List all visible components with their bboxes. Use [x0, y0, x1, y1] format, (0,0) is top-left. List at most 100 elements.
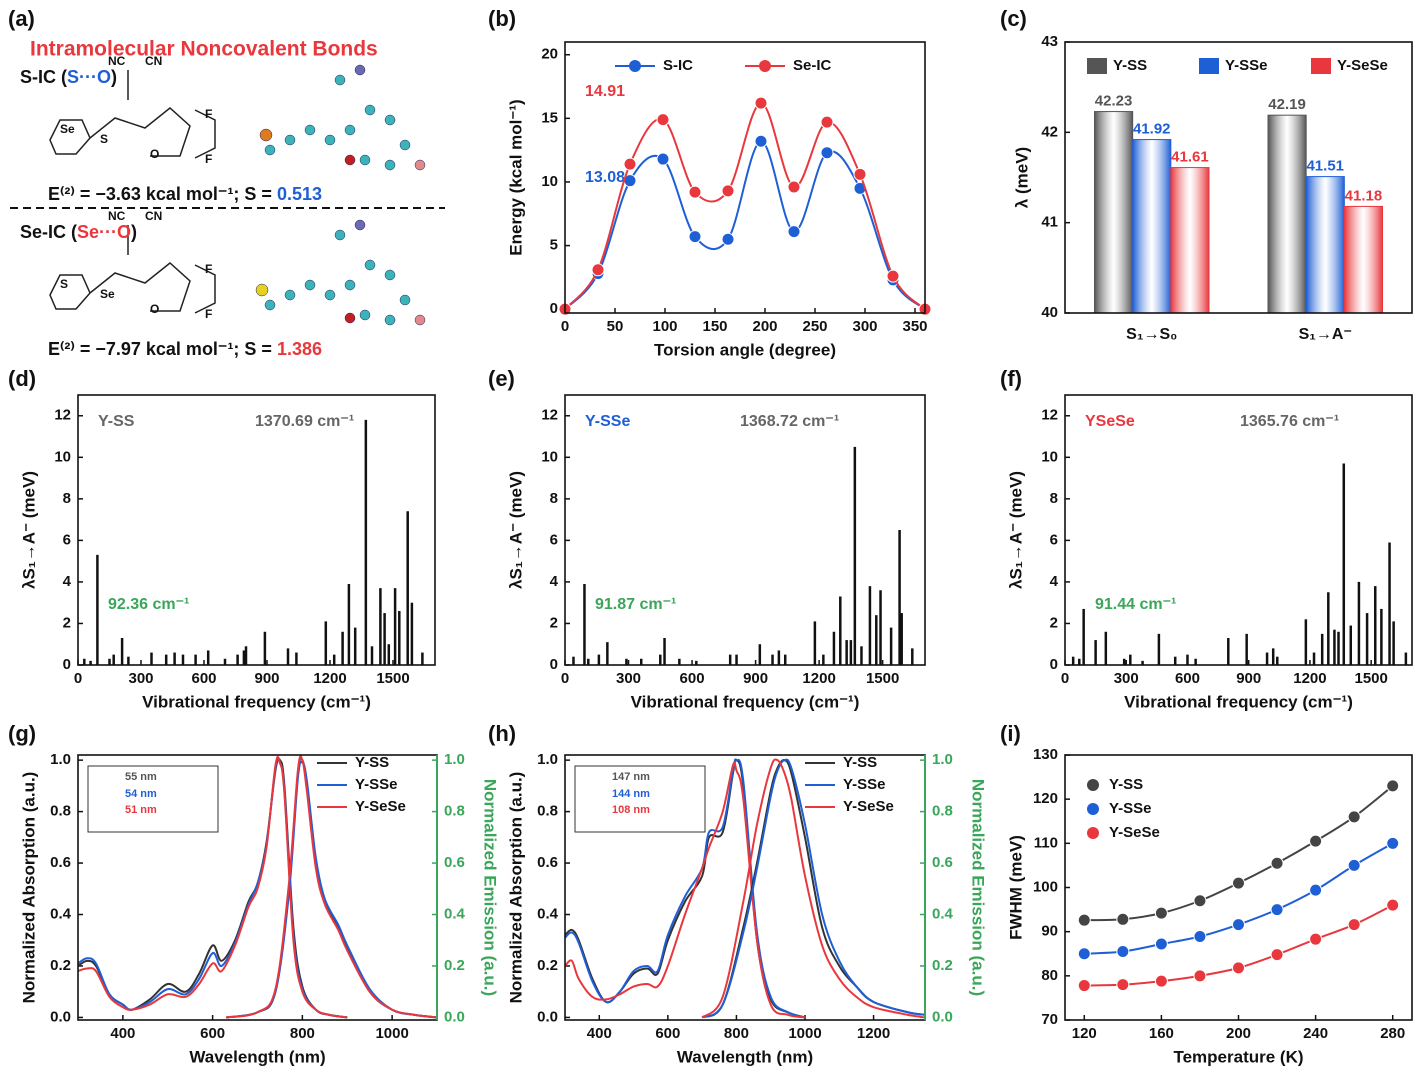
x-tick-label: 350	[902, 318, 927, 335]
bar	[1267, 114, 1307, 314]
annotation: 54 nm	[125, 788, 157, 800]
marker	[1116, 978, 1130, 992]
x-tick-label: 900	[254, 670, 279, 687]
marker	[1386, 898, 1400, 912]
annotation: 91.44 cm⁻¹	[1095, 596, 1176, 613]
marker	[1347, 918, 1361, 932]
y-tick-label: 0	[63, 656, 71, 673]
annotation: 147 nm	[612, 771, 650, 783]
x-axis-label: Vibrational frequency (cm⁻¹)	[631, 692, 860, 711]
panel-label: (b)	[488, 6, 516, 31]
legend-label: Y-SS	[355, 754, 389, 771]
legend-label: Y-SeSe	[355, 798, 406, 815]
text-part: )	[131, 222, 137, 242]
y-tick-label: 41	[1041, 214, 1058, 231]
x-tick-label: 1200	[1293, 670, 1326, 687]
legend-swatch	[1311, 58, 1331, 74]
bar	[1170, 167, 1210, 314]
atom-label: NC	[108, 54, 126, 68]
panel-label: (c)	[1000, 6, 1027, 31]
legend-marker	[1087, 827, 1099, 839]
x-tick-label: 1200	[313, 670, 346, 687]
marker	[1309, 883, 1323, 897]
y-tick-label: 0	[550, 656, 558, 673]
y-tick-label: 6	[550, 531, 558, 548]
marker	[1386, 836, 1400, 850]
y-tick-label: 100	[1033, 878, 1058, 895]
marker	[1347, 858, 1361, 872]
x-tick-label: 1000	[375, 1025, 408, 1042]
annotation: 144 nm	[612, 788, 650, 800]
x-tick-label: S₁→S₀	[1126, 326, 1177, 343]
y2-tick-label: 0.4	[932, 905, 954, 922]
y-tick-label: 20	[541, 46, 558, 63]
y-tick-label: 4	[1050, 573, 1059, 590]
marker	[1270, 903, 1284, 917]
marker	[820, 115, 834, 129]
y-axis-label: Normalized Absorption (a.u.)	[19, 772, 38, 1004]
marker	[1077, 979, 1091, 993]
legend-label: Y-SeSe	[1109, 824, 1160, 841]
legend-label: Y-SeSe	[1337, 57, 1388, 74]
x-tick-label: 400	[587, 1025, 612, 1042]
annotation: 1368.72 cm⁻¹	[740, 413, 839, 430]
text-part: E⁽²⁾ = −3.63 kcal mol⁻¹; S =	[48, 184, 277, 204]
panel-label: (d)	[8, 366, 36, 391]
y-tick-label: 70	[1041, 1011, 1058, 1028]
atom-label: Se	[100, 287, 115, 301]
y-tick-label: 1.0	[537, 751, 558, 768]
legend-swatch	[1087, 58, 1107, 74]
legend-marker	[759, 60, 771, 72]
marker	[623, 157, 637, 171]
y-tick-label: 1.0	[50, 751, 71, 768]
text-part: E⁽²⁾ = −7.97 kcal mol⁻¹; S =	[48, 339, 277, 359]
legend-label: Y-SS	[1109, 776, 1143, 793]
marker	[1309, 932, 1323, 946]
y-tick-label: 8	[550, 490, 558, 507]
y-tick-label: 110	[1034, 834, 1058, 851]
x-tick-label: 300	[128, 670, 153, 687]
atom-label: F	[205, 262, 212, 276]
y2-tick-label: 0.6	[932, 854, 953, 871]
y-axis-label: Energy (kcal mol⁻¹)	[506, 99, 525, 255]
annotation: 91.87 cm⁻¹	[595, 596, 676, 613]
x-tick-label: 600	[1175, 670, 1200, 687]
series-line	[77, 755, 348, 1019]
y-tick-label: 0.6	[50, 854, 71, 871]
atom-label: CN	[145, 54, 162, 68]
legend-label: S-IC	[663, 57, 693, 74]
y2-tick-label: 0.2	[932, 957, 953, 974]
x-tick-label: 200	[752, 318, 777, 335]
atom-label: S	[60, 277, 68, 291]
y2-tick-label: 0.6	[444, 854, 465, 871]
y-tick-label: 90	[1041, 923, 1058, 940]
y2-axis-label: Normalized Emission (a.u.)	[969, 779, 988, 996]
y-tick-label: 0.0	[537, 1008, 558, 1025]
marker	[1193, 894, 1207, 908]
text-part: 0.513	[277, 184, 322, 204]
annotation: YSeSe	[1085, 413, 1135, 430]
x-tick-label: S₁→A⁻	[1299, 326, 1352, 343]
y-tick-label: 12	[1041, 407, 1058, 424]
molecule-2d	[49, 70, 216, 314]
y-tick-label: 15	[541, 109, 558, 126]
marker	[1270, 948, 1284, 962]
y-tick-label: 0.2	[537, 957, 558, 974]
y-tick-label: 0.4	[50, 905, 72, 922]
annotation: 108 nm	[612, 804, 650, 816]
value-label: 42.23	[1095, 93, 1133, 110]
x-tick-label: 250	[802, 318, 827, 335]
y-tick-label: 0.2	[50, 957, 71, 974]
marker	[656, 113, 670, 127]
marker	[787, 180, 801, 194]
legend-swatch	[1199, 58, 1219, 74]
y2-tick-label: 0.2	[444, 957, 465, 974]
y-axis-label: λS₁→A⁻ (meV)	[19, 471, 38, 589]
x-tick-label: 0	[1061, 670, 1069, 687]
axes-frame	[1064, 41, 1413, 314]
panel-label: (h)	[488, 721, 516, 746]
marker	[1309, 834, 1323, 848]
y-tick-label: 42	[1041, 123, 1058, 140]
x-tick-label: 600	[655, 1025, 680, 1042]
